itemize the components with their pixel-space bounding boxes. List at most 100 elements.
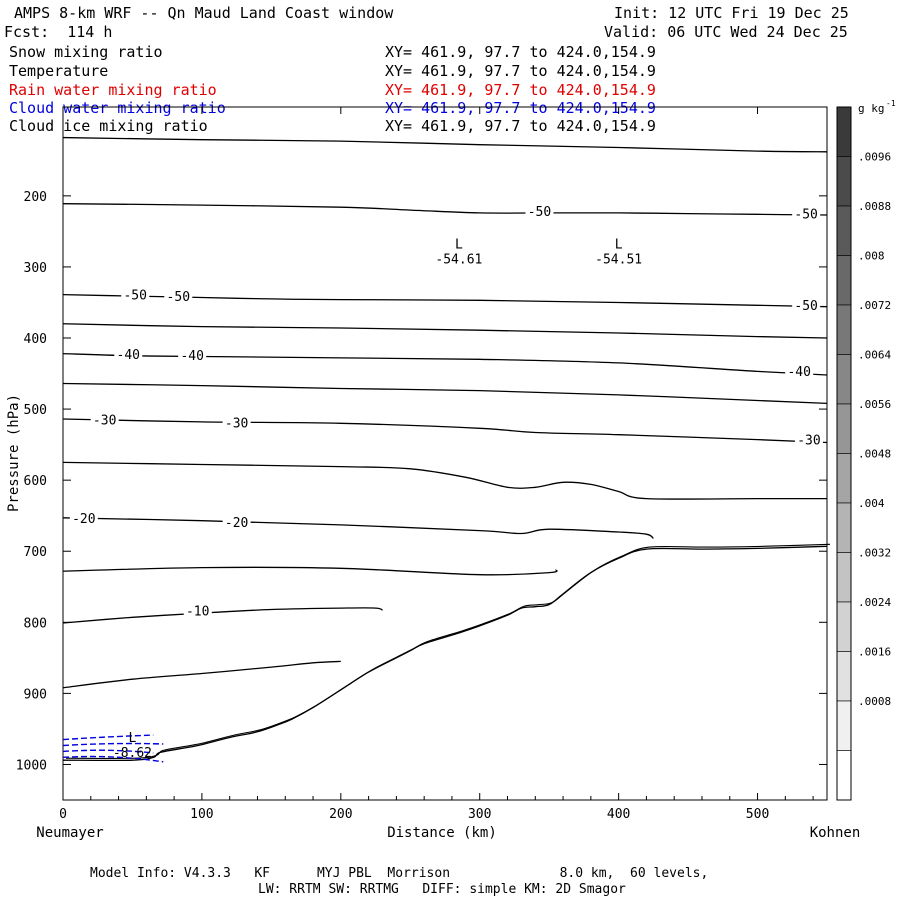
contour-label: -50 bbox=[528, 205, 551, 220]
colorbar-frame bbox=[836, 106, 852, 801]
field-xy-cloud-water: XY= 461.9, 97.7 to 424.0,154.9 bbox=[385, 99, 656, 117]
model-info: Model Info: V4.3.3 KF MYJ PBL Morrison 8… bbox=[90, 866, 709, 881]
contour-label-bg bbox=[164, 289, 193, 304]
colorbar-band bbox=[836, 354, 852, 405]
x-end-label: Kohnen bbox=[810, 825, 861, 841]
y-tick-label: 800 bbox=[24, 616, 47, 631]
x-tick-label: 400 bbox=[607, 807, 630, 822]
colorbar-unit: g kg bbox=[858, 102, 885, 115]
contour-label-bg bbox=[121, 288, 150, 303]
temperature-contour bbox=[62, 566, 558, 576]
temperature-contour bbox=[62, 136, 828, 153]
contour-label: -40 bbox=[117, 348, 140, 363]
x-tick-label: 300 bbox=[468, 807, 491, 822]
colorbar-tick-label: .0064 bbox=[858, 349, 891, 362]
contour-label-bg bbox=[794, 433, 823, 448]
contour-label: -30 bbox=[797, 433, 820, 448]
chart-title: AMPS 8-km WRF -- Qn Maud Land Coast wind… bbox=[14, 4, 394, 22]
colorbar-tick-label: .0048 bbox=[858, 448, 891, 461]
field-name-snow: Snow mixing ratio bbox=[9, 43, 163, 61]
colorbar-band bbox=[836, 601, 852, 652]
low-value: -54.51 bbox=[595, 252, 642, 267]
contour-label: -50 bbox=[794, 207, 817, 222]
y-tick-label: 1000 bbox=[16, 758, 47, 773]
field-name-rain: Rain water mixing ratio bbox=[9, 81, 217, 99]
cloud-water-contour bbox=[62, 755, 164, 763]
forecast-hour: Fcst: 114 h bbox=[4, 23, 113, 41]
colorbar-band bbox=[836, 552, 852, 603]
contour-label: -10 bbox=[186, 605, 209, 620]
cloud-water-contour bbox=[62, 742, 164, 747]
contour-label-bg bbox=[792, 299, 821, 314]
low-value: -54.61 bbox=[435, 252, 482, 267]
x-tick-label: 100 bbox=[190, 807, 213, 822]
colorbar-band bbox=[836, 403, 852, 454]
valid-time: Valid: 06 UTC Wed 24 Dec 25 bbox=[604, 23, 848, 41]
physics-info: LW: RRTM SW: RRTMG DIFF: simple KM: 2D S… bbox=[258, 882, 626, 897]
plot-frame bbox=[62, 106, 828, 801]
y-axis-title: Pressure (hPa) bbox=[6, 394, 22, 512]
low-marker: L bbox=[615, 237, 623, 252]
colorbar-band bbox=[836, 453, 852, 504]
colorbar-tick-label: .0088 bbox=[858, 200, 891, 213]
temperature-contour bbox=[62, 607, 383, 624]
x-start-label: Neumayer bbox=[36, 825, 103, 841]
contour-label: -50 bbox=[123, 288, 146, 303]
temperature-contour bbox=[62, 352, 828, 376]
contour-label: -40 bbox=[787, 365, 810, 380]
temperature-contour bbox=[62, 660, 341, 689]
terrain-line-inner bbox=[65, 543, 831, 759]
init-time: Init: 12 UTC Fri 19 Dec 25 bbox=[614, 4, 849, 22]
y-tick-label: 900 bbox=[24, 687, 47, 702]
field-xy-cloud-ice: XY= 461.9, 97.7 to 424.0,154.9 bbox=[385, 117, 656, 135]
contour-label-bg bbox=[114, 348, 143, 363]
temperature-contour bbox=[62, 517, 654, 539]
colorbar-band bbox=[836, 255, 852, 306]
temperature-contour bbox=[62, 418, 828, 444]
field-name-temperature: Temperature bbox=[9, 62, 109, 80]
contour-label-bg bbox=[69, 512, 98, 527]
contour-label-bg bbox=[183, 604, 212, 619]
field-xy-temperature: XY= 461.9, 97.7 to 424.0,154.9 bbox=[385, 62, 656, 80]
colorbar-band bbox=[836, 651, 852, 702]
y-tick-label: 200 bbox=[24, 190, 47, 205]
x-tick-label: 0 bbox=[59, 807, 67, 822]
x-axis-title: Distance (km) bbox=[387, 825, 497, 841]
contour-label-bg bbox=[525, 205, 554, 220]
cloud-water-contour bbox=[62, 749, 154, 754]
temperature-contour bbox=[62, 203, 828, 216]
y-tick-label: 600 bbox=[24, 474, 47, 489]
colorbar-band bbox=[836, 750, 852, 801]
contour-label-bg bbox=[90, 413, 119, 428]
temperature-contour bbox=[62, 382, 828, 405]
low-value: -8.62 bbox=[113, 746, 152, 761]
x-tick-label: 200 bbox=[329, 807, 352, 822]
cloud-water-contour bbox=[62, 734, 154, 741]
contour-label: -30 bbox=[225, 416, 248, 431]
contour-label-bg bbox=[178, 348, 207, 363]
low-marker: L bbox=[129, 731, 137, 746]
colorbar-tick-label: .004 bbox=[858, 497, 885, 510]
contour-label: -50 bbox=[167, 290, 190, 305]
temperature-contour bbox=[62, 323, 828, 339]
colorbar-band bbox=[836, 106, 852, 157]
contour-label: -50 bbox=[794, 299, 817, 314]
contour-label-bg bbox=[222, 515, 251, 530]
colorbar-tick-label: .008 bbox=[858, 250, 885, 263]
field-name-cloud-water: Cloud water mixing ratio bbox=[9, 99, 226, 117]
colorbar-unit-exp: -1 bbox=[886, 99, 896, 108]
temperature-contour bbox=[62, 461, 827, 500]
field-xy-snow: XY= 461.9, 97.7 to 424.0,154.9 bbox=[385, 43, 656, 61]
colorbar-tick-label: .0096 bbox=[858, 151, 891, 164]
colorbar-tick-label: .0056 bbox=[858, 398, 891, 411]
y-tick-label: 300 bbox=[24, 261, 47, 276]
colorbar-band bbox=[836, 205, 852, 256]
colorbar-band bbox=[836, 304, 852, 355]
contour-label-bg bbox=[222, 416, 251, 431]
colorbar-band bbox=[836, 156, 852, 207]
colorbar-tick-label: .0024 bbox=[858, 596, 891, 609]
colorbar-tick-label: .0016 bbox=[858, 646, 891, 659]
y-tick-label: 500 bbox=[24, 403, 47, 418]
contour-label: -40 bbox=[180, 349, 203, 364]
